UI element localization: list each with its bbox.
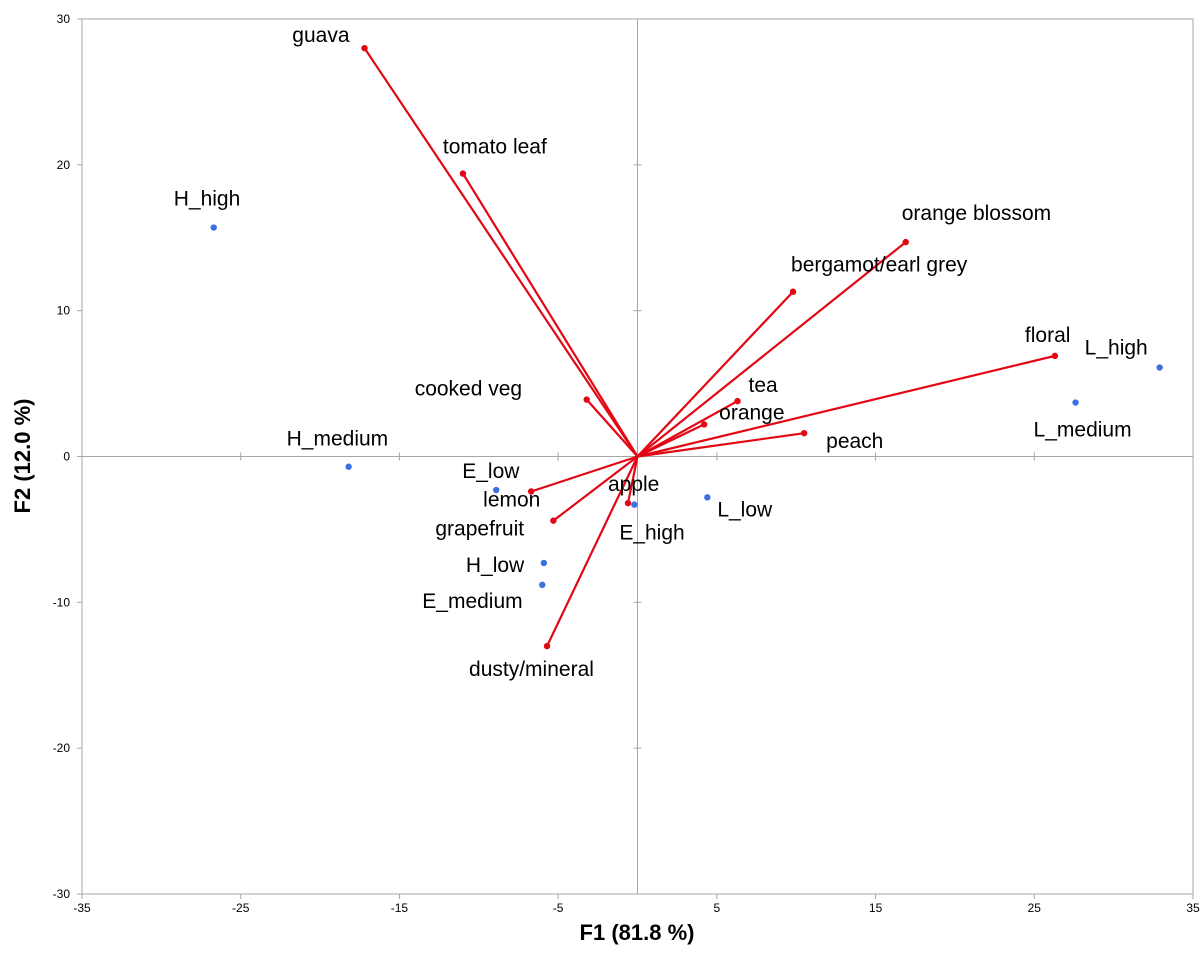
variable-vector [585,398,639,458]
variable-point [789,288,797,295]
variable-label: grapefruit [435,518,524,541]
variable-point [700,421,708,428]
labels-layer: guava tomato leaf orange blossom bergamot/e… [174,24,1148,681]
x-tick-label: 35 [1186,901,1200,915]
observation-point [493,486,500,494]
observation-label: E_low [462,460,520,483]
variable-label: bergamot/earl grey [791,254,968,277]
variable-label: orange blossom [902,202,1051,225]
observation-label: E_medium [422,590,522,613]
variable-label: tea [748,374,778,397]
variable-label: lemon [483,489,540,512]
variable-label: guava [292,24,350,47]
variable-point [624,499,632,507]
observation-label: L_high [1085,337,1148,360]
y-tick-label: 20 [57,158,71,172]
x-tick-label: -25 [232,901,250,915]
observation-point [631,501,638,508]
observation-label: L_medium [1034,419,1132,442]
x-tick-label: 15 [869,901,883,915]
variable-vector [530,455,638,493]
y-tick-label: 0 [63,450,70,464]
observation-label: H_low [466,554,525,577]
y-tick-label: -30 [53,887,71,901]
x-axis-title: F1 (81.8 %) [580,920,695,945]
y-axis-title: F2 (12.0 %) [10,399,35,514]
variable-point [543,642,551,650]
variable-label: dusty/mineral [469,658,594,681]
observation-label: L_low [717,498,773,521]
observation-point [345,463,352,470]
variable-vector [461,173,639,458]
variable-vector [552,455,639,522]
x-tick-label: -5 [553,901,564,915]
variable-vector [637,432,805,458]
variable-vector [636,241,907,458]
variable-label: orange [719,401,784,424]
variable-point [550,517,557,524]
observation-point [1072,399,1079,406]
variable-vector [636,290,794,458]
y-tick-label: 30 [57,12,71,26]
observations-layer [210,224,1163,589]
y-tick-label: -20 [53,741,71,755]
variable-vectors-layer [361,44,1059,650]
variable-label: peach [826,430,883,453]
observation-label: H_medium [287,428,389,451]
variable-point [734,397,741,405]
observation-point [704,494,711,501]
x-tick-label: -35 [73,901,91,915]
axes-layer: -35 -25 -15 -5 5 15 25 35 -30 -20 -10 0 10 20 30 [53,12,1200,915]
variable-point [1051,352,1059,360]
variable-label: apple [608,473,659,496]
variable-vector [363,47,639,458]
variable-vector [626,456,639,504]
variable-point [527,488,535,495]
variable-vector [637,354,1056,458]
variable-label: floral [1025,324,1071,347]
observation-point [210,224,217,231]
observation-label: E_high [619,522,684,545]
variable-label: tomato leaf [443,136,547,159]
variable-vector [546,456,639,647]
observation-point [1156,364,1163,371]
y-tick-label: -10 [53,595,71,609]
y-tick-label: 10 [57,304,71,318]
observation-label: H_high [174,188,241,211]
x-tick-label: -15 [391,901,409,915]
x-tick-label: 25 [1028,901,1042,915]
observation-point [540,559,548,567]
observation-point [539,581,546,589]
variable-vector [637,423,705,458]
x-tick-label: 5 [714,901,721,915]
variable-point [800,429,808,437]
variable-point [902,238,909,246]
variable-point [361,44,368,52]
variable-label: cooked veg [415,378,522,401]
variable-point [583,396,590,403]
variable-point [459,170,467,177]
